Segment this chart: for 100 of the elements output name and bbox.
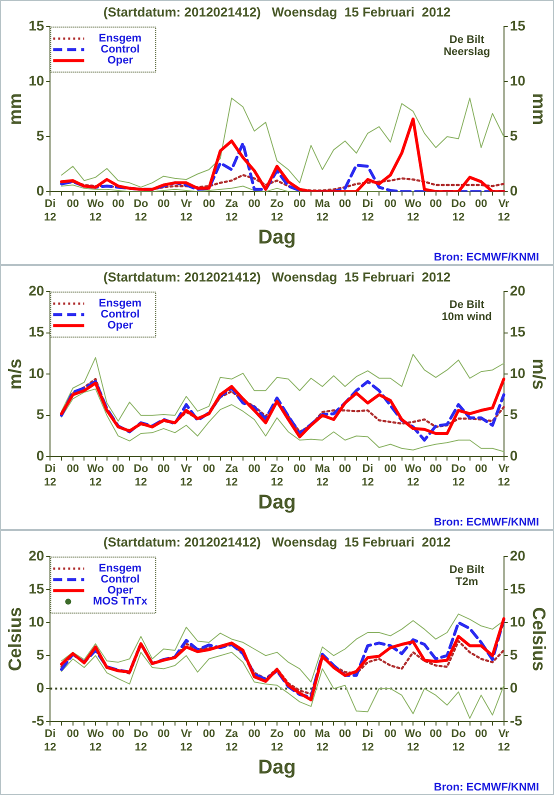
x-tick-label: 00 (248, 198, 260, 210)
x-tick-label: Za 12 (225, 463, 239, 488)
x-tick-label: 00 (430, 463, 442, 476)
x-tick-label: Do 12 (134, 198, 149, 224)
x-axis-title: Dag (258, 756, 296, 779)
x-tick-label: 00 (112, 198, 124, 210)
x-tick-label: Ma 12 (314, 463, 331, 488)
legend-label: MOS TnTx (92, 596, 148, 608)
y-tick-label: 5 (36, 406, 44, 422)
x-tick-label: 00 (157, 728, 170, 740)
annotation: De Bilt (449, 34, 485, 46)
y-tick-label: 20 (28, 282, 44, 298)
x-tick-label: 00 (294, 728, 306, 740)
x-tick-label: 00 (112, 728, 124, 740)
x-tick-label: Za 12 (225, 198, 239, 224)
annotation: 10m wind (442, 311, 492, 324)
x-tick-label: 00 (338, 463, 352, 476)
x-tick-label: Do 12 (134, 728, 149, 754)
y-axis-title: m/s (4, 358, 25, 390)
x-tick-label: Vr 12 (498, 728, 510, 754)
legend-label: Oper (107, 320, 134, 332)
legend-label: Control (100, 44, 140, 56)
x-tick-label: 00 (384, 463, 397, 476)
legend-label: Oper (107, 54, 134, 67)
x-tick-label: 00 (66, 728, 79, 740)
x-tick-label: 00 (202, 198, 216, 210)
chart-title: (Startdatum: 2012021412) Woensdag 15 Februari 2012 (103, 269, 451, 284)
x-tick-label: 00 (157, 463, 170, 476)
x-axis-title: Dag (258, 226, 296, 249)
x-tick-label: Vr 12 (180, 728, 192, 754)
x-tick-label: 00 (202, 728, 216, 740)
y2-tick-label: 10 (510, 364, 526, 381)
x-tick-label: 00 (475, 463, 488, 476)
y2-tick-label: 0 (510, 679, 518, 696)
y-tick-label: 0 (36, 447, 44, 464)
x-tick-label: 00 (294, 463, 306, 476)
x-tick-label: Zo 12 (270, 463, 284, 488)
y2-tick-label: 10 (510, 72, 526, 88)
x-tick-label: 00 (202, 463, 216, 476)
x-tick-label: 00 (294, 198, 306, 210)
x-tick-label: 00 (430, 198, 442, 210)
x-tick-label: Wo 12 (87, 198, 104, 224)
x-tick-label: 00 (384, 728, 397, 740)
x-tick-label: 00 (157, 198, 170, 210)
y2-tick-label: 20 (510, 547, 526, 564)
legend-label: Ensgem (98, 562, 142, 575)
x-tick-label: 00 (248, 463, 260, 476)
y2-axis-title: m/s (529, 358, 550, 390)
legend-label: Control (100, 308, 140, 321)
x-tick-label: Wo 12 (404, 728, 422, 754)
text: Bron: ECMWF/KNMI (434, 782, 539, 794)
x-tick-label: Ma 12 (314, 198, 331, 224)
y-tick-label: -5 (32, 712, 44, 728)
annotation: T2m (456, 576, 478, 588)
x-tick-label: 00 (66, 198, 79, 210)
annotation: Neerslag (444, 46, 490, 58)
x-tick-label: 00 (66, 463, 79, 476)
legend-label: Ensgem (98, 298, 142, 310)
y2-tick-label: -5 (510, 712, 522, 728)
y-axis-title: Celsius (4, 607, 25, 672)
x-tick-label: Wo 12 (404, 198, 422, 224)
y2-tick-label: 5 (510, 646, 518, 662)
x-tick-label: Vr 12 (180, 198, 192, 224)
y-tick-label: 15 (28, 17, 44, 34)
x-tick-label: 00 (248, 728, 260, 740)
x-tick-label: Vr 12 (498, 463, 510, 488)
y2-axis-title: mm (529, 93, 550, 126)
text: Bron: ECMWF/KNMI (434, 516, 539, 529)
y2-tick-label: 5 (510, 127, 518, 144)
y2-tick-label: 0 (510, 447, 518, 464)
x-tick-label: Zo 12 (270, 728, 284, 754)
y-tick-label: 15 (28, 580, 44, 596)
y2-tick-label: 0 (510, 182, 518, 198)
legend-label: Control (100, 574, 140, 586)
x-tick-label: Wo 12 (87, 463, 104, 488)
x-tick-label: Wo 12 (404, 463, 422, 488)
y2-tick-label: 10 (510, 613, 526, 630)
x-tick-label: Do 12 (451, 463, 466, 488)
y2-axis-title: Celsius (529, 607, 550, 672)
x-tick-label: Di 12 (44, 198, 56, 224)
x-tick-label: Di 12 (44, 463, 56, 488)
x-tick-label: Do 12 (451, 198, 466, 224)
x-tick-label: 00 (475, 198, 488, 210)
y-tick-label: 10 (28, 364, 44, 381)
x-tick-label: 00 (112, 463, 124, 476)
x-tick-label: 00 (475, 728, 488, 740)
text: Bron: ECMWF/KNMI (434, 252, 539, 264)
x-tick-label: Vr 12 (180, 463, 192, 488)
y-tick-label: 10 (28, 613, 44, 630)
y2-tick-label: 5 (510, 406, 518, 422)
x-tick-label: Di 12 (44, 728, 56, 754)
y-tick-label: 15 (28, 324, 44, 340)
x-tick-label: 00 (338, 198, 352, 210)
x-tick-label: Do 12 (451, 728, 466, 754)
x-tick-label: Di 12 (362, 198, 374, 224)
y-axis-title: mm (4, 93, 25, 126)
x-tick-label: 00 (384, 198, 397, 210)
annotation: De Bilt (449, 299, 485, 312)
legend-label: Ensgem (98, 32, 142, 45)
chart-title: (Startdatum: 2012021412) Woensdag 15 Februari 2012 (103, 534, 451, 550)
